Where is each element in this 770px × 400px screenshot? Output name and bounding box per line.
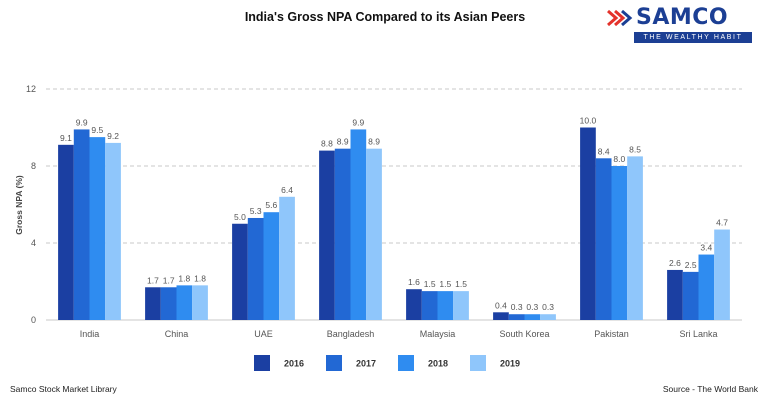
chart-title: India's Gross NPA Compared to its Asian …	[244, 10, 526, 24]
data-labels-group: 9.19.99.59.21.7 1.7 1.8 1.85.05.35.66.48.8 8…	[60, 116, 728, 313]
data-label: 1.8	[194, 273, 206, 283]
y-axis-label: Gross NPA (%)	[14, 175, 24, 235]
bar-2018-india	[89, 137, 106, 320]
data-label: 0.3	[511, 302, 523, 312]
bar-2018-bangladesh	[350, 129, 367, 320]
data-label: 4.7	[716, 218, 728, 228]
bar-2019-pakistan	[627, 156, 643, 320]
bar-2017-sri-lanka	[682, 271, 699, 320]
data-label: 9.1	[60, 133, 72, 143]
data-label: 9.2	[107, 131, 119, 141]
bar-2017-malaysia	[421, 291, 438, 320]
data-label: 1.5	[455, 279, 467, 289]
data-label: 9.9	[352, 117, 364, 127]
bars-group	[58, 127, 730, 320]
data-label: 8.5	[629, 144, 641, 154]
legend-swatch-2019	[470, 355, 486, 371]
y-axis-ticks: 0 4 8 12	[26, 84, 36, 325]
bar-2017-pakistan	[595, 158, 612, 320]
legend-label: 2018	[428, 359, 448, 369]
logo-brand: SAMCO	[636, 5, 729, 30]
data-label: 0.3	[526, 302, 538, 312]
bar-2019-south-korea	[540, 314, 556, 320]
bar-2018-sri-lanka	[698, 254, 715, 320]
data-label: 8.0	[613, 154, 625, 164]
data-label: 10.0	[580, 116, 597, 126]
logo-tagline: THE WEALTHY HABIT	[634, 32, 752, 43]
data-label: 5.6	[265, 200, 277, 210]
samco-mark-icon	[607, 9, 633, 27]
samco-logo: SAMCO THE WEALTHY HABIT	[606, 6, 754, 46]
data-label: 0.4	[495, 300, 507, 310]
data-label: 5.3	[250, 206, 262, 216]
y-tick-label: 12	[26, 84, 36, 94]
category-label: Sri Lanka	[679, 329, 717, 339]
legend-swatch-2018	[398, 355, 414, 371]
legend-swatch-2017	[326, 355, 342, 371]
legend-label: 2019	[500, 359, 520, 369]
bar-2016-india	[58, 144, 74, 320]
data-label: 0.3	[542, 302, 554, 312]
legend-label: 2016	[284, 359, 304, 369]
bar-2019-uae	[279, 196, 295, 320]
bar-2017-south-korea	[508, 314, 525, 320]
bar-2019-sri-lanka	[714, 229, 730, 320]
bar-2019-bangladesh	[366, 148, 382, 320]
data-label: 3.4	[700, 243, 712, 253]
data-label: 8.9	[368, 137, 380, 147]
bar-2016-china	[145, 287, 161, 320]
bar-2019-malaysia	[453, 291, 469, 320]
bar-2018-south-korea	[524, 314, 541, 320]
footer-source-library: Samco Stock Market Library	[10, 384, 117, 394]
y-tick-label: 8	[31, 161, 36, 171]
legend: 2016 2017 2018 2019	[254, 355, 520, 371]
category-label: Bangladesh	[327, 329, 375, 339]
data-label: 2.5	[685, 260, 697, 270]
data-label: 1.7	[147, 275, 159, 285]
data-label: 8.4	[598, 146, 610, 156]
bar-2018-china	[176, 285, 193, 320]
data-label: 2.6	[669, 258, 681, 268]
data-label: 9.9	[76, 117, 88, 127]
bar-2019-india	[105, 142, 121, 320]
bar-2016-uae	[232, 223, 248, 320]
data-label: 5.0	[234, 212, 246, 222]
data-label: 1.6	[408, 277, 420, 287]
category-label: South Korea	[499, 329, 549, 339]
data-label: 1.8	[178, 273, 190, 283]
y-tick-label: 4	[31, 238, 36, 248]
bar-2019-china	[192, 285, 208, 320]
bar-2017-china	[160, 287, 177, 320]
bar-2018-malaysia	[437, 291, 454, 320]
data-label: 8.9	[337, 137, 349, 147]
bar-2017-india	[73, 129, 90, 320]
bar-2017-uae	[247, 217, 264, 320]
data-label: 1.5	[424, 279, 436, 289]
y-tick-label: 0	[31, 315, 36, 325]
data-label: 1.7	[163, 275, 175, 285]
category-label: Pakistan	[594, 329, 629, 339]
category-label: Malaysia	[420, 329, 456, 339]
bar-2016-malaysia	[406, 289, 422, 320]
footer-source: Source - The World Bank	[662, 384, 758, 394]
data-label: 1.5	[439, 279, 451, 289]
category-labels: India China UAE Bangladesh Malaysia South Kor…	[80, 329, 718, 339]
bar-2016-pakistan	[580, 127, 596, 320]
legend-label: 2017	[356, 359, 376, 369]
category-label: China	[165, 329, 189, 339]
bar-2018-pakistan	[611, 166, 628, 320]
category-label: UAE	[254, 329, 273, 339]
category-label: India	[80, 329, 100, 339]
bar-2016-bangladesh	[319, 150, 335, 320]
bar-2018-uae	[263, 212, 280, 320]
data-label: 9.5	[91, 125, 103, 135]
bar-2016-sri-lanka	[667, 269, 683, 320]
data-label: 8.8	[321, 139, 333, 149]
bar-2016-south-korea	[493, 312, 509, 320]
legend-swatch-2016	[254, 355, 270, 371]
bar-2017-bangladesh	[334, 148, 351, 320]
data-label: 6.4	[281, 185, 293, 195]
